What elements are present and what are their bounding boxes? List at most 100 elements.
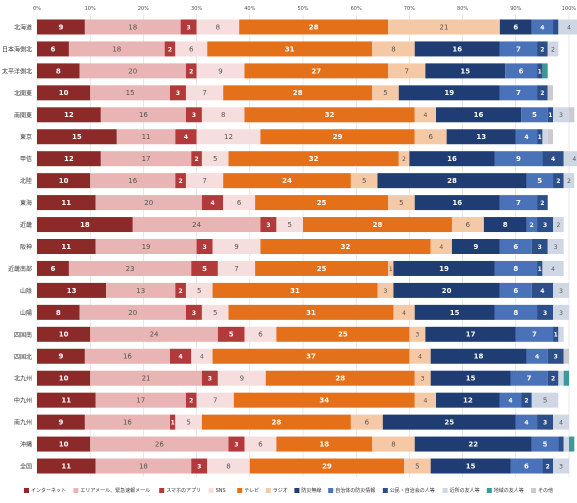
data-label: 5 (229, 331, 234, 339)
bar-segment (388, 19, 500, 35)
bar-segment (372, 41, 415, 57)
bar-segment (446, 129, 516, 145)
bar-segment (425, 326, 516, 342)
bar-segment (499, 85, 538, 101)
bar-segment (414, 41, 500, 57)
bar-segment (244, 107, 415, 123)
bar-segment (494, 151, 543, 167)
data-label: 6 (524, 462, 529, 470)
bar-segment (414, 107, 436, 123)
data-label: 6 (519, 67, 524, 75)
bar-segment (170, 348, 192, 364)
bar-segment (68, 41, 165, 57)
bar-row: 10 26 3 6 18 8 22 5 (37, 436, 575, 452)
bar-segment (228, 304, 394, 320)
bar-segment (547, 348, 564, 364)
bar-segment (185, 304, 202, 320)
bar-segment (201, 151, 229, 167)
bar-segment (515, 414, 538, 430)
bar-row: 18 24 3 5 28 6 8 2 3 2 (37, 217, 564, 233)
bar-segment (499, 195, 538, 211)
bar-row: 8 20 2 9 27 7 15 6 1 (37, 63, 548, 79)
data-label: 3 (421, 376, 425, 383)
bar-segment (90, 326, 218, 342)
x-tick-label: 90% (510, 6, 521, 12)
data-label: 5 (415, 462, 419, 470)
legend-label: ラジオ (273, 488, 288, 494)
data-label: 5 (543, 397, 547, 405)
bar-segment (558, 326, 564, 342)
bar-segment (398, 85, 500, 101)
y-axis-labels: 北海道日本海側北太平洋側北北関東南関東東京甲信北陸東海近畿阪神近畿南部山陰山陽四… (2, 23, 32, 470)
bar-segment (207, 41, 373, 57)
data-label: 9 (516, 155, 521, 163)
data-label: 10 (59, 331, 69, 339)
data-label: 3 (415, 332, 419, 339)
bar-segment (547, 370, 559, 386)
legend-swatch (531, 488, 536, 493)
data-label: 17 (142, 155, 151, 163)
data-label: 6 (258, 440, 263, 448)
data-label: 2 (540, 90, 544, 97)
bar-segment (537, 217, 554, 233)
bar-segment (191, 151, 202, 167)
bar-segment (175, 129, 197, 145)
bar-segment (37, 129, 117, 145)
data-label: 11 (61, 243, 71, 251)
bar-segment (223, 195, 256, 211)
data-label: 32 (325, 111, 335, 119)
bar-segment (515, 129, 538, 145)
data-label: 3 (266, 222, 270, 229)
bar-segment (409, 326, 426, 342)
bar-segment (95, 458, 192, 474)
data-label: 4 (524, 134, 528, 141)
bar-row: 11 19 3 9 32 4 9 6 3 3 (37, 239, 564, 254)
data-label: 6 (365, 419, 370, 427)
bar-segment (175, 282, 186, 298)
data-label: 8 (216, 23, 220, 31)
bar-segment (537, 304, 554, 320)
bar-segment (414, 370, 431, 386)
bar-segment (542, 151, 564, 167)
data-label: 2 (546, 463, 550, 470)
data-label: 5 (532, 111, 537, 119)
data-label: 3 (192, 310, 196, 317)
data-label: 25 (317, 265, 327, 273)
bar-segment (414, 195, 500, 211)
data-label: 3 (384, 288, 388, 295)
bars: 9 18 3 8 28 21 6 4 46 18 2 6 31 8 16 7 2 28 20 2 9 27 7 15 6 110 1… (37, 19, 577, 474)
bar-segment (95, 195, 202, 211)
bar-segment (244, 63, 389, 79)
bar-segment (201, 107, 245, 123)
bar-segment (372, 436, 415, 452)
data-label: 2 (551, 376, 555, 383)
data-label: 2 (179, 288, 183, 295)
x-tick-label: 70% (404, 6, 415, 12)
bar-segment (90, 85, 170, 101)
bar-segment (79, 304, 186, 320)
bar-segment (37, 195, 96, 211)
bar-segment (217, 326, 245, 342)
bar-row: 10 21 3 9 28 3 15 7 2 (37, 370, 569, 386)
data-label: 3 (554, 354, 558, 361)
data-label: 4 (402, 310, 406, 317)
data-label: 11 (61, 397, 71, 405)
bar-segment (436, 392, 500, 408)
data-label: 3 (192, 112, 196, 119)
data-label: 18 (319, 440, 329, 448)
data-label: 21 (142, 375, 151, 383)
data-label: 16 (447, 155, 457, 163)
data-label: 6 (258, 331, 263, 339)
data-label: 10 (59, 89, 69, 97)
x-tick-label: 20% (138, 6, 149, 12)
bar-segment (451, 217, 484, 233)
category-label: 山陽 (20, 309, 32, 317)
data-label: 7 (527, 375, 532, 383)
legend-label: 防災無線 (301, 487, 321, 494)
bar-segment (388, 260, 394, 276)
bar-segment (531, 436, 559, 452)
data-label: 5 (543, 440, 548, 448)
bar-segment (388, 195, 415, 211)
data-label: 2 (524, 398, 528, 405)
data-label: 7 (532, 331, 537, 339)
